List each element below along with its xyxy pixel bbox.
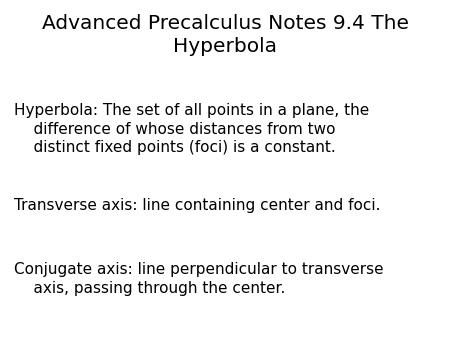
Text: Advanced Precalculus Notes 9.4 The
Hyperbola: Advanced Precalculus Notes 9.4 The Hyper… bbox=[41, 14, 409, 56]
Text: Hyperbola: The set of all points in a plane, the
    difference of whose distanc: Hyperbola: The set of all points in a pl… bbox=[14, 103, 369, 155]
Text: Transverse axis: line containing center and foci.: Transverse axis: line containing center … bbox=[14, 198, 380, 213]
Text: Conjugate axis: line perpendicular to transverse
    axis, passing through the c: Conjugate axis: line perpendicular to tr… bbox=[14, 262, 383, 295]
